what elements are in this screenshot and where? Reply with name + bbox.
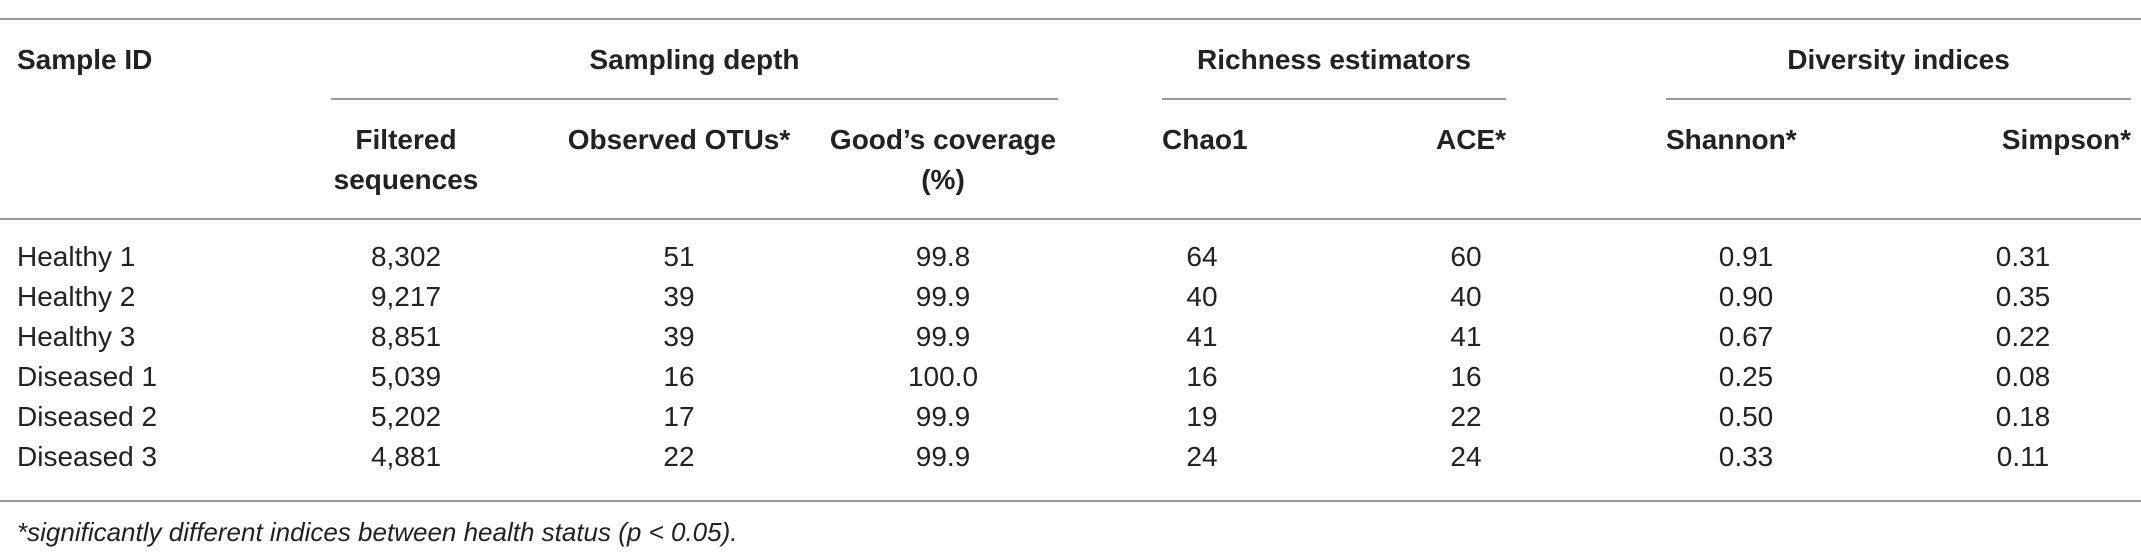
goods-coverage-cell: 99.9 [915,281,971,312]
shannon-cell: 0.33 [1718,441,1774,472]
diversity-indices-underline [1666,98,2131,100]
sample-id-cell: Diseased 2 [17,401,158,432]
simpson-cell: 0.22 [1995,321,2051,352]
filtered-sequences-header: Filtered sequences [281,120,531,200]
sample-id-cell: Diseased 1 [17,361,158,392]
sample-id-cell: Healthy 2 [17,281,136,312]
sample-id-header: Sample ID [17,44,153,75]
filtered-sequences-cell: 8,851 [370,321,442,352]
observed-otus-cell: 22 [663,441,695,472]
shannon-header: Shannon* [1666,124,1797,155]
table-footnote: *significantly different indices between… [17,517,738,547]
chao1-cell: 40 [1186,281,1218,312]
ace-header: ACE* [1435,124,1506,155]
ace-cell: 40 [1450,281,1482,312]
sample-id-cell: Healthy 1 [17,241,136,272]
diversity-indices-header: Diversity indices [1787,44,2010,75]
chao1-cell: 19 [1186,401,1218,432]
observed-otus-cell: 51 [663,241,695,272]
goods-coverage-cell: 99.9 [915,321,971,352]
goods-coverage-header-line2: (%) [921,164,965,195]
simpson-header: Simpson* [2001,124,2131,155]
sampling-depth-underline [331,98,1058,100]
filtered-sequences-cell: 4,881 [370,441,442,472]
simpson-cell: 0.35 [1995,281,2051,312]
filtered-sequences-cell: 5,202 [370,401,442,432]
goods-coverage-header: Good’s coverage (%) [818,120,1068,200]
shannon-cell: 0.90 [1718,281,1774,312]
simpson-cell: 0.08 [1995,361,2051,392]
sample-id-cell: Diseased 3 [17,441,158,472]
shannon-cell: 0.91 [1718,241,1774,272]
chao1-header: Chao1 [1162,124,1248,155]
filtered-sequences-cell: 5,039 [370,361,442,392]
filtered-sequences-header-line1: Filtered [355,124,457,155]
ace-cell: 24 [1450,441,1482,472]
observed-otus-cell: 17 [663,401,695,432]
chao1-cell: 16 [1186,361,1218,392]
ace-cell: 60 [1450,241,1482,272]
observed-otus-cell: 39 [663,281,695,312]
simpson-cell: 0.18 [1995,401,2051,432]
goods-coverage-header-line1: Good’s coverage [829,124,1057,155]
filtered-sequences-cell: 9,217 [370,281,442,312]
table-bottom-rule [0,500,2141,502]
goods-coverage-cell: 99.8 [915,241,971,272]
sample-id-cell: Healthy 3 [17,321,136,352]
filtered-sequences-cell: 8,302 [370,241,442,272]
observed-otus-header: Observed OTUs* [567,124,791,155]
richness-estimators-header: Richness estimators [1197,44,1471,75]
richness-estimators-underline [1162,98,1506,100]
goods-coverage-cell: 100.0 [907,361,979,392]
simpson-cell: 0.31 [1995,241,2051,272]
sampling-depth-header: Sampling depth [589,44,800,75]
chao1-cell: 24 [1186,441,1218,472]
filtered-sequences-header-line2: sequences [333,164,479,195]
observed-otus-cell: 39 [663,321,695,352]
ace-cell: 22 [1450,401,1482,432]
chao1-cell: 64 [1186,241,1218,272]
goods-coverage-cell: 99.9 [915,441,971,472]
simpson-cell: 0.11 [1996,441,2050,472]
shannon-cell: 0.25 [1718,361,1774,392]
shannon-cell: 0.50 [1718,401,1774,432]
ace-cell: 16 [1450,361,1482,392]
header-bottom-rule [0,218,2141,220]
shannon-cell: 0.67 [1718,321,1774,352]
ace-cell: 41 [1450,321,1482,352]
chao1-cell: 41 [1186,321,1218,352]
observed-otus-cell: 16 [663,361,695,392]
top-rule [0,18,2141,20]
goods-coverage-cell: 99.9 [915,401,971,432]
